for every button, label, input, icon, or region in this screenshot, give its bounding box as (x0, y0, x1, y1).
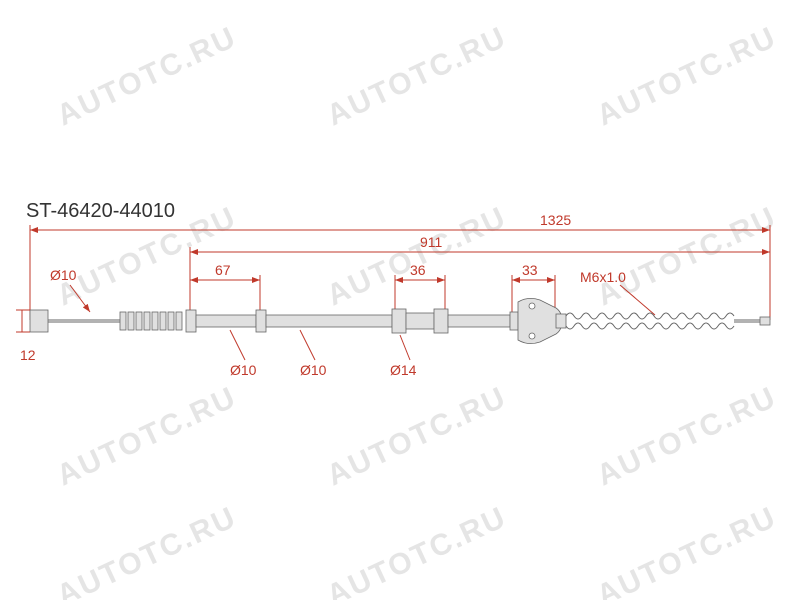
technical-drawing: 1325 911 67 36 33 M6x1.0 Ø10 (0, 0, 800, 600)
dim-33: 33 (522, 262, 538, 278)
dim-thread: M6x1.0 (580, 269, 626, 285)
dim-dia10-b: Ø10 (300, 362, 327, 378)
bellows-left (120, 312, 182, 330)
dim-dia10-a: Ø10 (230, 362, 257, 378)
dim-911: 911 (420, 234, 443, 250)
dim-dia14: Ø14 (390, 362, 417, 378)
dim-12: 12 (20, 347, 36, 363)
spring-right (566, 313, 734, 329)
dim-overall: 1325 (540, 212, 571, 228)
dim-67: 67 (215, 262, 231, 278)
dim-dia10-left: Ø10 (50, 267, 77, 283)
dim-36: 36 (410, 262, 426, 278)
